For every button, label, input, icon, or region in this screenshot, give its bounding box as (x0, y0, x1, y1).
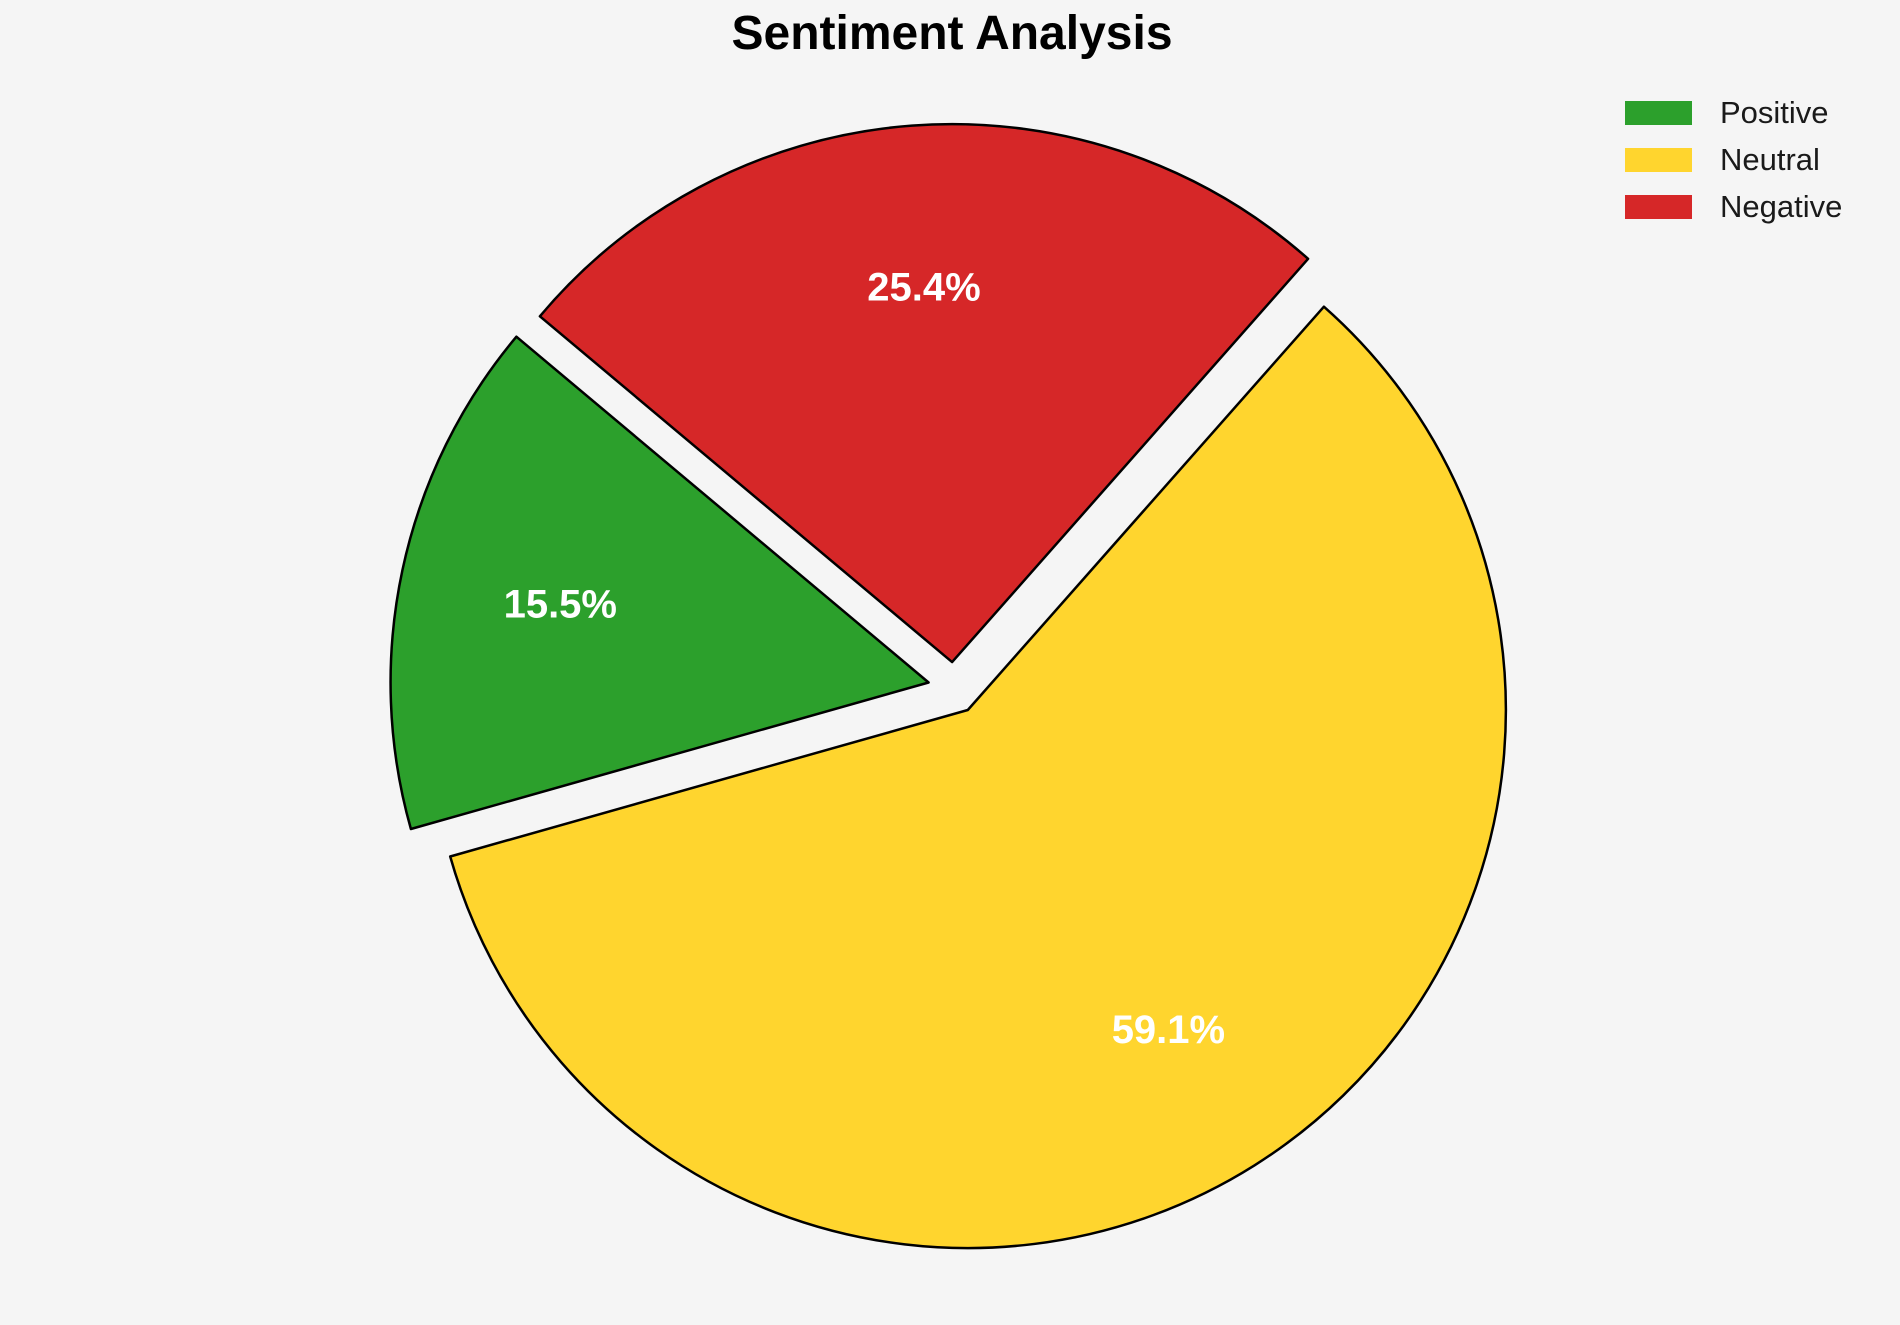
legend-swatch-neutral-icon (1625, 148, 1692, 172)
legend-item-positive: Positive (1625, 95, 1842, 130)
legend-item-negative: Negative (1625, 189, 1842, 224)
pie-slice-neutral (448, 305, 1508, 1250)
pie-slice-positive (389, 335, 930, 831)
legend-swatch-positive-icon (1625, 101, 1692, 125)
slice-percentage-label-neutral: 59.1% (1112, 1008, 1225, 1052)
chart-title: Sentiment Analysis (731, 7, 1173, 60)
legend-label-negative: Negative (1720, 189, 1843, 224)
slice-percentage-label-negative: 25.4% (867, 266, 980, 310)
slice-percentage-label-positive: 15.5% (504, 583, 617, 627)
legend-item-neutral: Neutral (1625, 142, 1842, 177)
pie-slice-negative (538, 122, 1310, 664)
legend-label-neutral: Neutral (1720, 142, 1820, 177)
legend-label-positive: Positive (1720, 95, 1829, 130)
legend-swatch-negative-icon (1625, 195, 1692, 219)
legend: Positive Neutral Negative (1625, 95, 1842, 242)
